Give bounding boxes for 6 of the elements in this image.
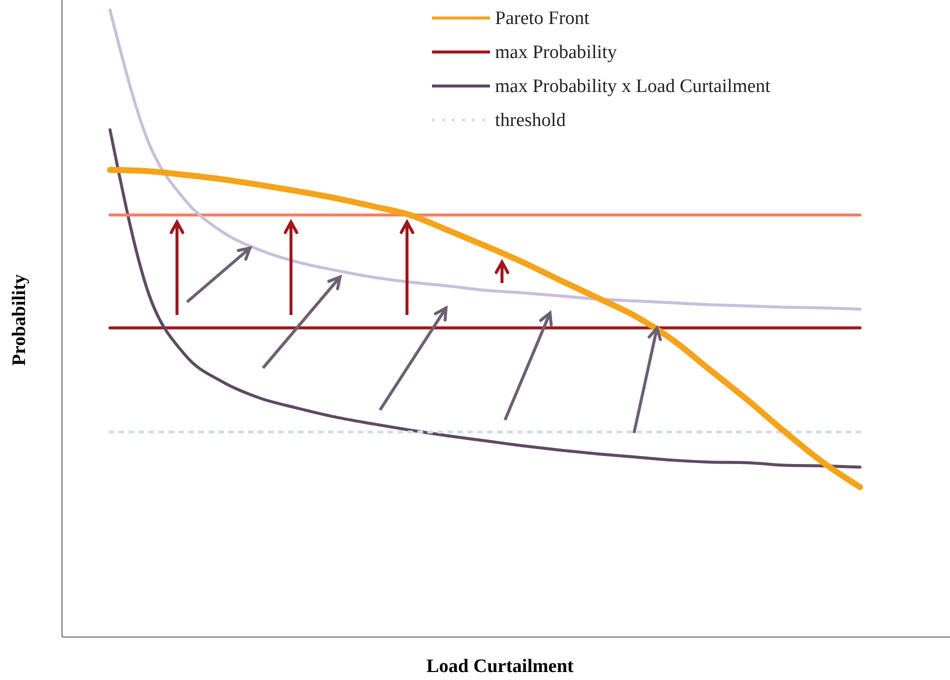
legend-label: max Probability x Load Curtailment — [495, 76, 772, 97]
x-axis-title: Load Curtailment — [426, 656, 574, 677]
legend-label: threshold — [495, 110, 566, 131]
legend-label: Pareto Front — [495, 8, 590, 29]
y-axis-title: Probability — [9, 274, 30, 366]
legend-label: max Probability — [495, 42, 618, 63]
